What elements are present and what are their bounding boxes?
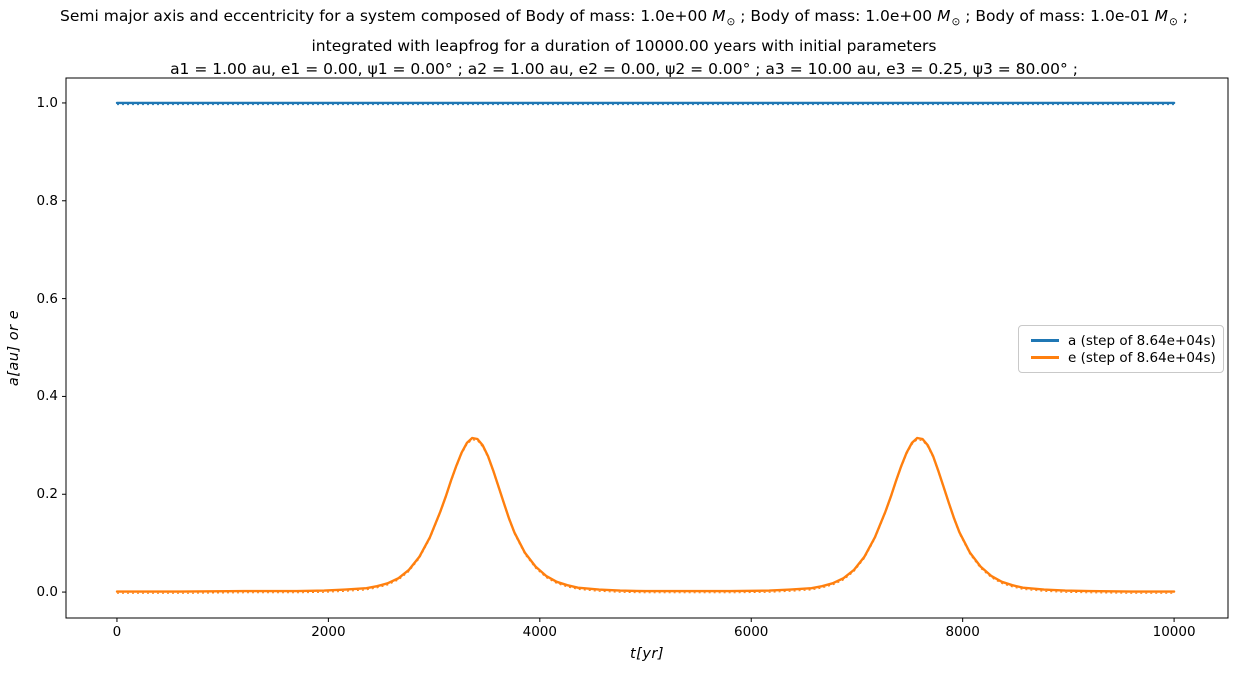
y-tick-label-4: 0.8 — [36, 192, 58, 209]
legend-label-a: a (step of 8.64e+04s) — [1068, 332, 1216, 349]
title-line-3: a1 = 1.00 au, e1 = 0.00, ψ1 = 0.00° ; a2… — [170, 60, 1078, 79]
legend-label-e: e (step of 8.64e+04s) — [1068, 349, 1216, 366]
y-tick-label-1: 0.2 — [36, 486, 58, 503]
x-tick-label-3: 6000 — [734, 624, 769, 640]
y-tick-label-0: 0.0 — [36, 584, 58, 601]
title-text: ; Body of mass: 1.0e+00 — [735, 7, 938, 25]
title-text: ; — [1177, 7, 1188, 25]
mass-symbol: M — [712, 7, 726, 25]
axes-frame — [65, 77, 1229, 619]
title-text: Semi major axis and eccentricity for a s… — [60, 7, 713, 25]
legend-item-e: e (step of 8.64e+04s) — [1031, 349, 1216, 366]
legend: a (step of 8.64e+04s) e (step of 8.64e+0… — [1018, 325, 1224, 373]
title-line-2: integrated with leapfrog for a duration … — [311, 36, 937, 55]
y-tick-label-3: 0.6 — [36, 290, 58, 307]
x-tick-label-1: 2000 — [311, 624, 346, 640]
x-axis-label: t[yr] — [629, 646, 665, 662]
x-tick-label-4: 8000 — [945, 624, 980, 640]
chart-title: Semi major axis and eccentricity for a s… — [0, 5, 1248, 82]
y-axis-label: a[au] or e — [6, 309, 22, 387]
sun-symbol: ⊙ — [951, 16, 961, 29]
mass-symbol: M — [937, 7, 951, 25]
legend-item-a: a (step of 8.64e+04s) — [1031, 332, 1216, 349]
title-line-1: Semi major axis and eccentricity for a s… — [0, 5, 1248, 35]
mass-symbol: M — [1154, 7, 1168, 25]
x-tick-label-2: 4000 — [522, 624, 557, 640]
x-tick-label-5: 10000 — [1152, 624, 1196, 640]
sun-symbol: ⊙ — [726, 16, 736, 29]
x-tick-label-0: 0 — [112, 624, 122, 640]
y-tick-label-5: 1.0 — [36, 94, 58, 111]
sun-symbol: ⊙ — [1168, 16, 1178, 29]
y-tick-label-2: 0.4 — [36, 388, 58, 405]
title-text: ; Body of mass: 1.0e-01 — [960, 7, 1155, 25]
legend-line-swatch-e — [1031, 356, 1059, 359]
series-line-e — [115, 436, 1176, 593]
legend-line-swatch-a — [1031, 339, 1059, 342]
series-fringe-e — [117, 439, 1175, 594]
